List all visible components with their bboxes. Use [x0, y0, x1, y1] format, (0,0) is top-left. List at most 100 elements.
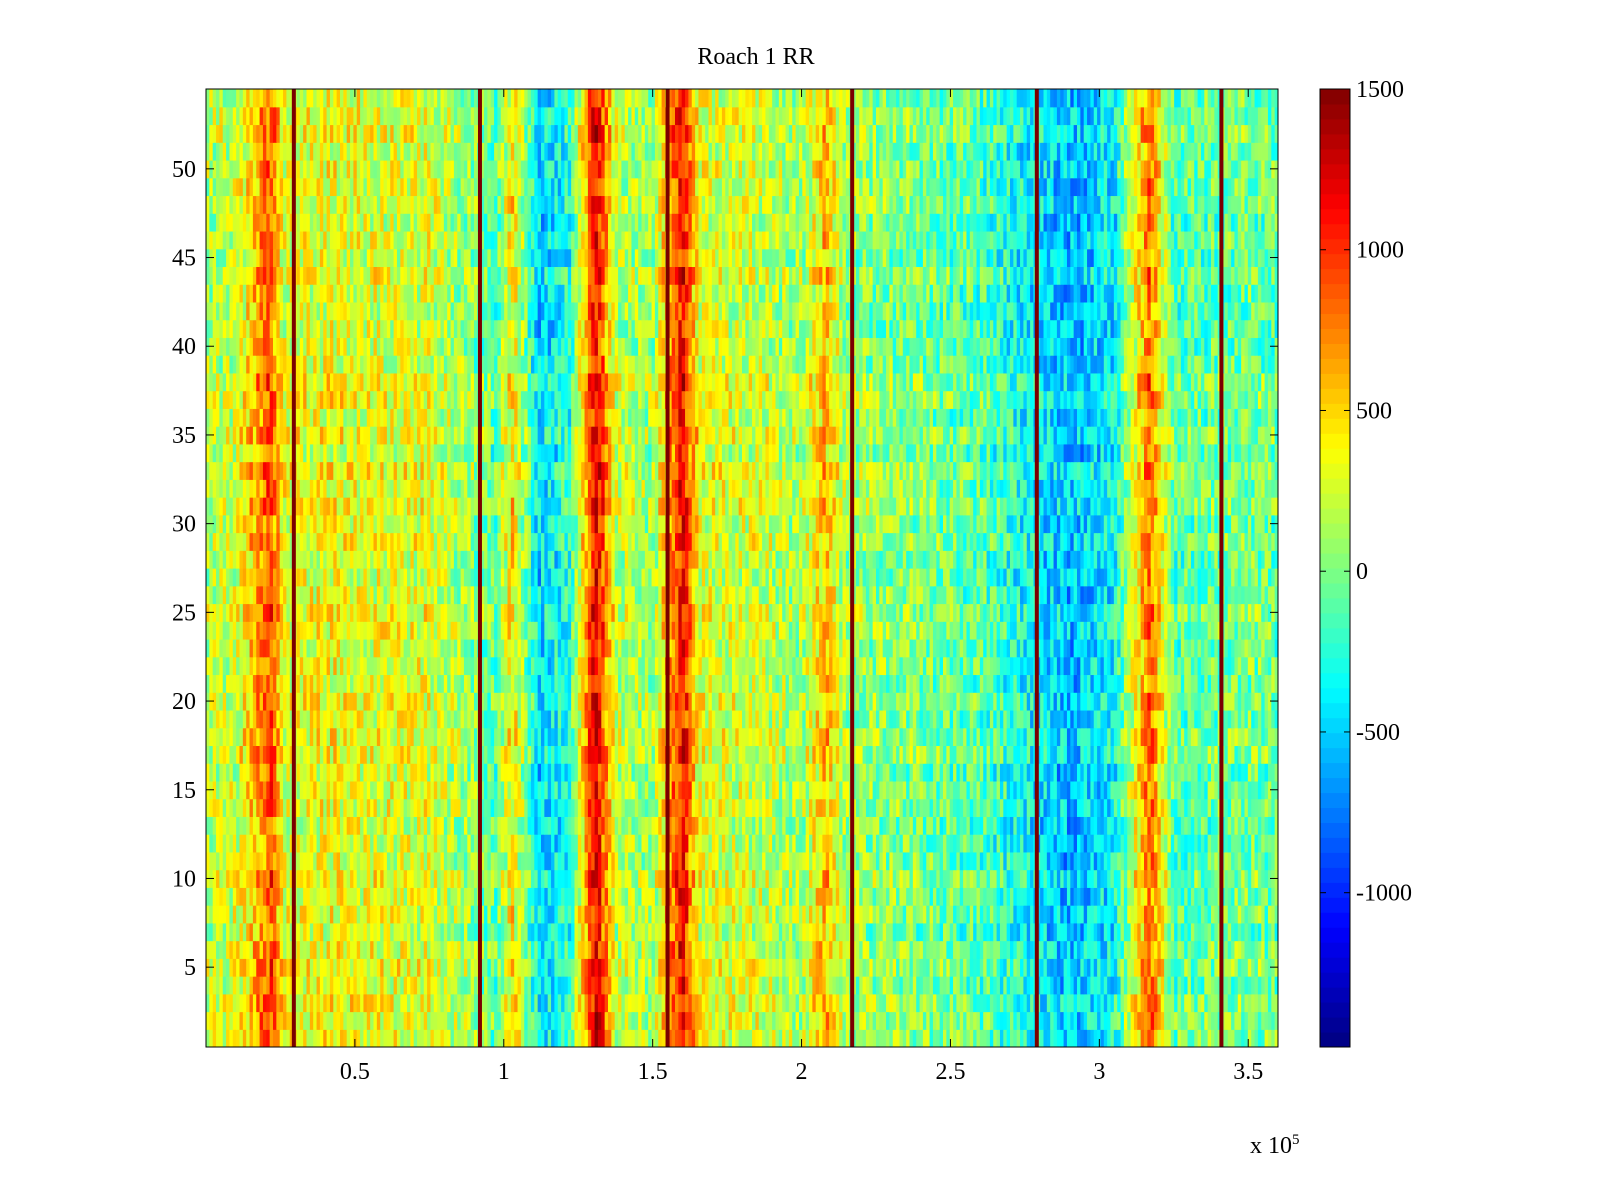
- heatmap-cell: [825, 958, 830, 977]
- heatmap-cell: [480, 1011, 485, 1030]
- heatmap-cell: [879, 958, 884, 977]
- heatmap-cell: [587, 940, 592, 959]
- heatmap-cell: [798, 993, 803, 1013]
- heatmap-cell: [557, 1029, 562, 1047]
- heatmap-cell: [577, 940, 582, 959]
- heatmap-cell: [206, 993, 210, 1013]
- heatmap-cell: [1053, 940, 1058, 959]
- heatmap-cell: [963, 940, 968, 959]
- heatmap-cell: [999, 940, 1004, 959]
- heatmap-cell: [1013, 922, 1018, 942]
- heatmap-cell: [876, 905, 880, 924]
- heatmap-cell: [765, 1011, 770, 1030]
- heatmap-cell: [953, 993, 957, 1013]
- heatmap-cell: [524, 1029, 529, 1047]
- heatmap-cell: [939, 993, 944, 1013]
- heatmap-cell: [1207, 940, 1212, 959]
- heatmap-cell: [809, 976, 813, 995]
- heatmap-cell: [932, 940, 937, 959]
- heatmap-cell: [839, 905, 844, 924]
- heatmap-cell: [574, 976, 579, 995]
- heatmap-cell: [691, 940, 696, 959]
- heatmap-cell: [916, 905, 921, 924]
- heatmap-cell: [407, 940, 411, 959]
- heatmap-cell: [876, 993, 880, 1013]
- heatmap-cell: [420, 922, 425, 942]
- heatmap-cell: [1180, 905, 1185, 924]
- heatmap-cell: [768, 1029, 773, 1047]
- heatmap-cell: [363, 993, 368, 1013]
- heatmap-cell: [1167, 905, 1172, 924]
- heatmap-cell: [1030, 993, 1035, 1013]
- heatmap-cell: [1016, 1011, 1021, 1030]
- heatmap-cell: [842, 940, 847, 959]
- heatmap-cell: [695, 958, 700, 977]
- heatmap-cell: [1231, 1011, 1236, 1030]
- heatmap-cell: [226, 976, 231, 995]
- heatmap-cell: [1010, 905, 1014, 924]
- heatmap-cell: [973, 940, 978, 959]
- heatmap-cell: [222, 1011, 227, 1030]
- heatmap-cell: [216, 958, 220, 977]
- heatmap-cell: [1271, 1029, 1276, 1047]
- heatmap-cell: [614, 940, 619, 959]
- heatmap-cell: [621, 976, 626, 995]
- heatmap-cell: [212, 958, 217, 977]
- heatmap-cell: [457, 976, 462, 995]
- heatmap-cell: [1040, 905, 1045, 924]
- heatmap-cell: [544, 940, 549, 959]
- heatmap-cell: [644, 940, 649, 959]
- heatmap-cell: [1140, 922, 1145, 942]
- heatmap-cell: [219, 993, 224, 1013]
- heatmap-cell: [346, 905, 351, 924]
- heatmap-cell: [725, 993, 730, 1013]
- heatmap-cell: [966, 976, 971, 995]
- heatmap-cell: [865, 958, 870, 977]
- heatmap-cell: [654, 993, 659, 1013]
- heatmap-cell: [256, 905, 261, 924]
- heatmap-cell: [1160, 958, 1165, 977]
- heatmap-cell: [430, 940, 435, 959]
- heatmap-cell: [1204, 940, 1209, 959]
- heatmap-cell: [675, 940, 679, 959]
- heatmap-cell: [530, 1011, 535, 1030]
- heatmap-cell: [758, 976, 763, 995]
- heatmap-cell: [879, 922, 884, 942]
- heatmap-cell: [1127, 976, 1132, 995]
- heatmap-cell: [484, 993, 488, 1013]
- heatmap-cell: [685, 1011, 689, 1030]
- heatmap-cell: [490, 922, 495, 942]
- heatmap-cell: [1147, 940, 1152, 959]
- heatmap-cell: [1207, 1011, 1212, 1030]
- heatmap-cell: [413, 993, 418, 1013]
- heatmap-cell: [259, 940, 264, 959]
- heatmap-cell: [216, 905, 220, 924]
- heatmap-cell: [1271, 993, 1276, 1013]
- heatmap-cell: [316, 905, 321, 924]
- heatmap-cell: [859, 922, 864, 942]
- heatmap-cell: [812, 1029, 817, 1047]
- heatmap-cell: [1026, 1029, 1031, 1047]
- heatmap-cell: [289, 1011, 294, 1030]
- heatmap-cell: [969, 922, 974, 942]
- heatmap-cell: [517, 922, 522, 942]
- heatmap-cell: [638, 976, 643, 995]
- heatmap-cell: [1006, 922, 1011, 942]
- heatmap-cell: [326, 1011, 331, 1030]
- heatmap-cell: [209, 922, 214, 942]
- heatmap-cell: [628, 922, 633, 942]
- heatmap-cell: [1003, 940, 1008, 959]
- heatmap-cell: [618, 905, 622, 924]
- heatmap-cell: [1103, 1011, 1108, 1030]
- heatmap-cell: [216, 1029, 220, 1047]
- heatmap-cell: [313, 1011, 318, 1030]
- heatmap-cell: [795, 905, 800, 924]
- heatmap-cell: [269, 1011, 274, 1030]
- heatmap-cell: [226, 922, 231, 942]
- heatmap-cell: [437, 958, 442, 977]
- heatmap-cell: [1157, 976, 1162, 995]
- heatmap-cell: [299, 976, 304, 995]
- heatmap-cell: [621, 958, 626, 977]
- heatmap-cell: [1100, 940, 1105, 959]
- heatmap-cell: [547, 976, 552, 995]
